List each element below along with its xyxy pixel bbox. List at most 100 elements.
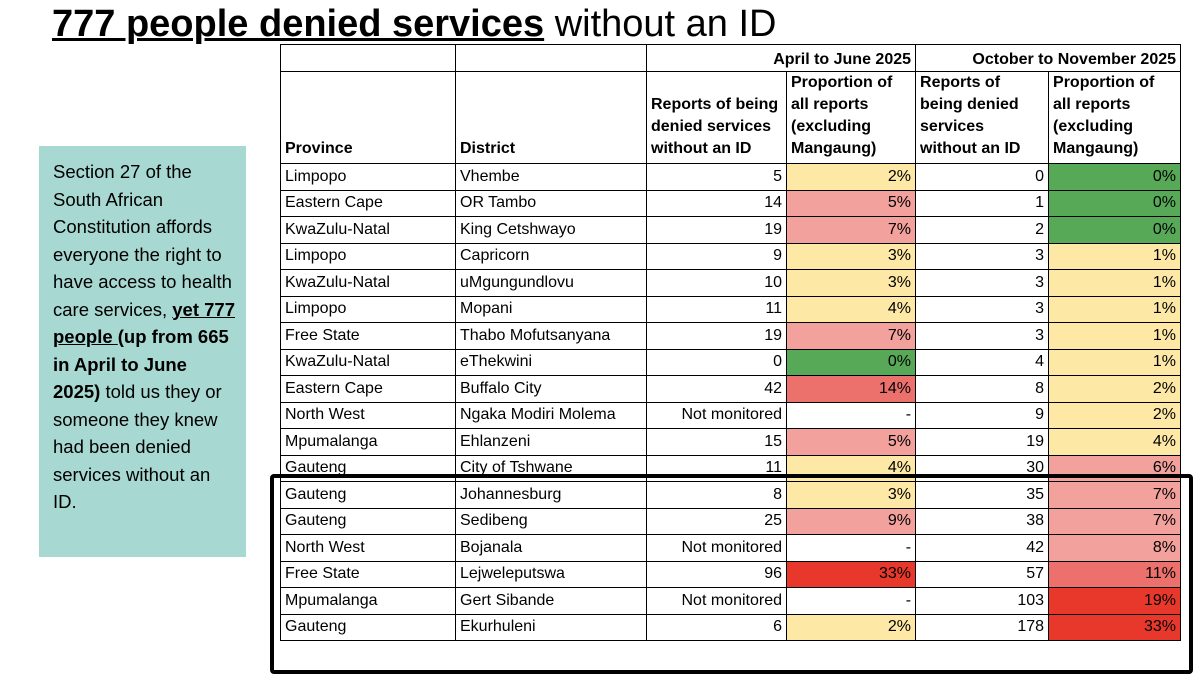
cell-reports-oct-nov: 38 [915,507,1050,535]
cell-province: North West [280,534,456,562]
cell-proportion-oct-nov: 0% [1048,163,1182,191]
table-row: Gauteng Johannesburg 8 3% 35 7% [280,481,1182,509]
cell-reports-apr-jun: 11 [646,454,787,482]
callout-text-outro: told us they or someone they knew had be… [53,381,222,512]
callout-comparison: (up from 665 in April to June 2025) [53,326,229,402]
cell-reports-oct-nov: 19 [915,428,1050,456]
cell-reports-apr-jun: 8 [646,481,787,509]
header-reports-1: Reports of being denied services without… [646,71,787,164]
cell-reports-apr-jun: 11 [646,295,787,323]
cell-proportion-apr-jun: 3% [785,269,917,297]
cell-proportion-apr-jun: 2% [785,613,917,641]
cell-district: Sedibeng [455,507,647,535]
cell-reports-apr-jun: 15 [646,428,787,456]
cell-proportion-oct-nov: 1% [1048,269,1182,297]
cell-proportion-oct-nov: 2% [1048,375,1182,403]
table-row: Free State Lejweleputswa 96 33% 57 11% [280,560,1182,588]
cell-reports-oct-nov: 4 [915,348,1050,376]
cell-proportion-apr-jun: 4% [785,295,917,323]
table-row: KwaZulu-Natal King Cetshwayo 19 7% 2 0% [280,216,1182,244]
title-rest: without an ID [544,3,777,45]
cell-district: uMgungundlovu [455,269,647,297]
cell-proportion-apr-jun: - [785,534,917,562]
cell-reports-oct-nov: 42 [915,534,1050,562]
table-row: Mpumalanga Ehlanzeni 15 5% 19 4% [280,428,1182,456]
cell-proportion-apr-jun: 14% [785,375,917,403]
cell-district: Ngaka Modiri Molema [455,401,647,429]
cell-province: KwaZulu-Natal [280,348,456,376]
cell-reports-apr-jun: 6 [646,613,787,641]
cell-proportion-oct-nov: 0% [1048,216,1182,244]
cell-province: Limpopo [280,242,456,270]
cell-district: Vhembe [455,163,647,191]
cell-district: Gert Sibande [455,587,647,615]
cell-proportion-apr-jun: 5% [785,189,917,217]
cell-province: Mpumalanga [280,428,456,456]
cell-province: KwaZulu-Natal [280,269,456,297]
cell-reports-oct-nov: 0 [915,163,1050,191]
cell-proportion-apr-jun: 5% [785,428,917,456]
cell-province: Eastern Cape [280,189,456,217]
cell-proportion-apr-jun: 7% [785,216,917,244]
cell-reports-apr-jun: 19 [646,216,787,244]
cell-proportion-oct-nov: 0% [1048,189,1182,217]
table-row: Free State Thabo Mofutsanyana 19 7% 3 1% [280,322,1182,350]
header-proportion-2: Proportion of all reports (excluding Man… [1048,71,1182,164]
cell-reports-apr-jun: 9 [646,242,787,270]
cell-proportion-apr-jun: 7% [785,322,917,350]
cell-proportion-oct-nov: 6% [1048,454,1182,482]
cell-reports-apr-jun: 42 [646,375,787,403]
table-row: Limpopo Vhembe 5 2% 0 0% [280,163,1182,191]
callout-highlight: yet 777 people [53,298,236,348]
page-title: 777 people denied services without an ID [52,2,777,46]
table-row: Limpopo Mopani 11 4% 3 1% [280,295,1182,323]
cell-proportion-oct-nov: 1% [1048,242,1182,270]
cell-district: Thabo Mofutsanyana [455,322,647,350]
table-row: Eastern Cape Buffalo City 42 14% 8 2% [280,375,1182,403]
cell-reports-apr-jun: 19 [646,322,787,350]
cell-proportion-apr-jun: 3% [785,481,917,509]
cell-district: Capricorn [455,242,647,270]
cell-proportion-oct-nov: 7% [1048,507,1182,535]
table-row: KwaZulu-Natal uMgungundlovu 10 3% 3 1% [280,269,1182,297]
cell-reports-oct-nov: 103 [915,587,1050,615]
cell-province: North West [280,401,456,429]
cell-reports-oct-nov: 3 [915,242,1050,270]
cell-proportion-apr-jun: 2% [785,163,917,191]
title-bold: 777 people denied services [52,3,545,45]
cell-reports-oct-nov: 9 [915,401,1050,429]
denied-services-table: April to June 2025 October to November 2… [280,44,1182,641]
cell-district: Ehlanzeni [455,428,647,456]
cell-proportion-oct-nov: 4% [1048,428,1182,456]
cell-proportion-oct-nov: 33% [1048,613,1182,641]
cell-reports-apr-jun: Not monitored [646,401,787,429]
cell-reports-apr-jun: 5 [646,163,787,191]
cell-proportion-apr-jun: 4% [785,454,917,482]
cell-reports-apr-jun: Not monitored [646,534,787,562]
cell-reports-oct-nov: 57 [915,560,1050,588]
cell-province: Gauteng [280,454,456,482]
period-header-row: April to June 2025 October to November 2… [280,44,1182,72]
cell-reports-oct-nov: 1 [915,189,1050,217]
cell-reports-apr-jun: 0 [646,348,787,376]
header-district: District [455,71,647,164]
cell-district: Johannesburg [455,481,647,509]
cell-reports-apr-jun: Not monitored [646,587,787,615]
cell-reports-oct-nov: 178 [915,613,1050,641]
cell-reports-oct-nov: 2 [915,216,1050,244]
cell-province: Mpumalanga [280,587,456,615]
cell-district: OR Tambo [455,189,647,217]
cell-reports-apr-jun: 96 [646,560,787,588]
cell-proportion-apr-jun: 9% [785,507,917,535]
table-row: North West Ngaka Modiri Molema Not monitor… [280,401,1182,429]
cell-province: Eastern Cape [280,375,456,403]
cell-district: Ekurhuleni [455,613,647,641]
cell-proportion-oct-nov: 1% [1048,348,1182,376]
cell-proportion-oct-nov: 7% [1048,481,1182,509]
cell-province: Limpopo [280,163,456,191]
cell-reports-apr-jun: 14 [646,189,787,217]
table-row: Limpopo Capricorn 9 3% 3 1% [280,242,1182,270]
table-row: North West Bojanala Not monitored -42 8% [280,534,1182,562]
cell-province: Gauteng [280,481,456,509]
header-reports-2: Reports of being denied services without… [915,71,1050,164]
